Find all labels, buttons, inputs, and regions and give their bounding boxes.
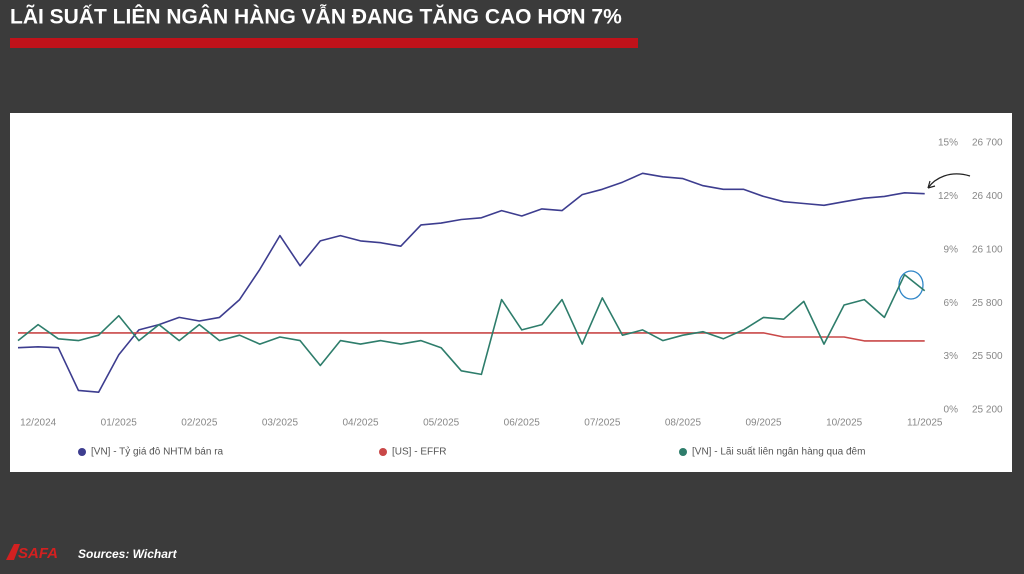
x-tick-label: 11/2025 [907,418,943,429]
y2-tick-label: 25 200 [972,405,1003,416]
y2-tick-label: 25 500 [972,351,1003,362]
annotation-arrow [927,173,971,189]
y-tick-label: 12% [938,191,958,202]
legend-swatch [679,448,687,456]
y-tick-label: 3% [944,351,959,362]
y2-tick-label: 25 800 [972,298,1003,309]
legend-label: [VN] - Lãi suất liên ngân hàng qua đêm [692,446,865,458]
x-tick-label: 03/2025 [262,418,299,429]
y-tick-label: 9% [944,244,959,255]
x-tick-label: 10/2025 [826,418,863,429]
logo-mark [6,544,20,560]
y2-tick-label: 26 700 [972,138,1003,149]
x-tick-label: 05/2025 [423,418,460,429]
x-tick-label: 08/2025 [665,418,702,429]
chart-panel [10,113,1012,472]
series-line [17,172,925,393]
x-tick-label: 07/2025 [584,418,621,429]
y2-tick-label: 26 400 [972,191,1003,202]
title-bar [10,38,638,48]
legend-label: [VN] - Tỷ giá đô NHTM bán ra [91,446,224,458]
y-tick-label: 6% [944,298,959,309]
source-note: Sources: Wichart [78,547,178,561]
x-tick-label: 04/2025 [342,418,379,429]
legend-label: [US] - EFFR [392,447,446,458]
x-tick-label: 01/2025 [101,418,138,429]
x-tick-label: 02/2025 [181,418,218,429]
logo-text: SAFA [18,545,58,562]
series-line [17,273,926,376]
x-tick-label: 09/2025 [745,418,782,429]
legend-swatch [379,448,387,456]
y2-tick-label: 26 100 [972,244,1003,255]
y-tick-label: 15% [938,138,958,149]
slide-title: LÃI SUẤT LIÊN NGÂN HÀNG VẪN ĐANG TĂNG CA… [10,5,622,29]
x-tick-label: 06/2025 [504,418,541,429]
y-tick-label: 0% [944,405,959,416]
x-tick-label: 12/2024 [20,418,57,429]
legend-swatch [78,448,86,456]
annotation-arrowhead [927,180,936,189]
